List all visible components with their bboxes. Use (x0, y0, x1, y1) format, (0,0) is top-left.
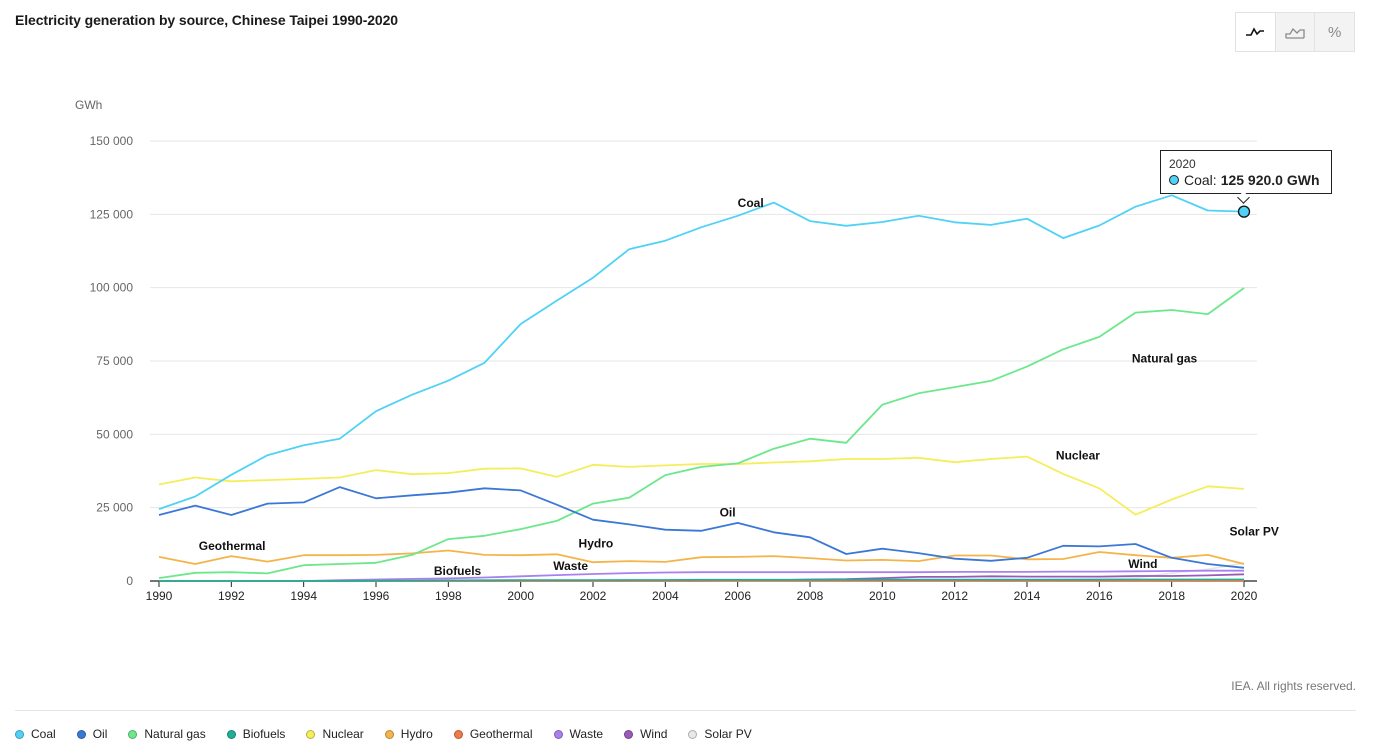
y-axis: GWh 0 25 000 50 000 75 000 100 000 125 000 150 … (75, 98, 133, 588)
legend-swatch (688, 729, 698, 739)
legend-item-natural-gas[interactable]: Natural gas (128, 727, 206, 741)
legend-item-biofuels[interactable]: Biofuels (226, 727, 286, 741)
series-line-oil[interactable] (158, 486, 1245, 569)
credit-text: IEA. All rights reserved. (1231, 679, 1356, 693)
y-tick-label: 125 000 (90, 207, 134, 221)
legend-divider (15, 710, 1356, 711)
legend-item-coal[interactable]: Coal (15, 727, 56, 741)
x-tick-label: 2004 (652, 589, 679, 603)
series-label-natural-gas: Natural gas (1132, 351, 1198, 365)
tooltip-series: Coal: (1184, 172, 1217, 188)
legend-label: Geothermal (469, 727, 533, 741)
x-axis: 1990 1992 1994 1996 1998 2000 2002 2004 2006 2008… (146, 580, 1258, 603)
legend-swatch (624, 729, 634, 739)
legend-swatch (226, 729, 236, 739)
y-tick-label: 100 000 (90, 281, 134, 295)
x-tick-label: 2012 (941, 589, 968, 603)
series-label-solar-pv: Solar PV (1230, 525, 1279, 539)
area-chart-button[interactable] (1276, 13, 1316, 51)
legend-label: Coal (31, 727, 56, 741)
grid-lines (150, 140, 1257, 509)
x-tick-label: 2020 (1231, 589, 1258, 603)
legend-item-oil[interactable]: Oil (76, 727, 108, 741)
series-label-wind: Wind (1128, 557, 1157, 571)
x-tick-label: 1990 (146, 589, 173, 603)
series-line-hydro[interactable] (158, 549, 1245, 565)
x-tick-label: 2008 (797, 589, 824, 603)
series-line-coal[interactable] (158, 194, 1245, 510)
y-tick-label: 75 000 (96, 354, 133, 368)
legend: Coal Oil Natural gas Biofuels Nuclear Hydro Ge… (15, 727, 773, 741)
series-lines (158, 194, 1245, 582)
y-tick-label: 0 (126, 574, 133, 588)
chart-type-toolbar: % (1235, 12, 1355, 52)
series-labels: Coal Oil Natural gas Biofuels Nuclear Hydro Ge… (199, 196, 1279, 578)
legend-label: Oil (92, 727, 108, 741)
x-tick-label: 1996 (363, 589, 390, 603)
legend-label: Natural gas (144, 727, 206, 741)
legend-label: Wind (640, 727, 668, 741)
series-label-hydro: Hydro (579, 536, 614, 550)
x-tick-label: 2018 (1158, 589, 1185, 603)
x-tick-label: 2000 (507, 589, 534, 603)
series-label-biofuels: Biofuels (434, 564, 482, 578)
line-chart-icon (1246, 27, 1265, 36)
legend-item-solar-pv[interactable]: Solar PV (688, 727, 752, 741)
y-tick-label: 25 000 (96, 501, 133, 515)
y-tick-label: 150 000 (90, 134, 134, 148)
x-tick-label: 2006 (724, 589, 751, 603)
percent-icon: % (1328, 23, 1342, 41)
line-chart-button[interactable] (1236, 13, 1276, 51)
tooltip-value: 125 920.0 GWh (1220, 172, 1320, 188)
tooltip-series-dot (1169, 175, 1179, 185)
y-axis-unit: GWh (75, 98, 102, 112)
x-tick-label: 2014 (1014, 589, 1041, 603)
legend-label: Biofuels (242, 727, 286, 741)
area-chart-icon (1285, 27, 1305, 39)
series-label-oil: Oil (720, 505, 736, 519)
tooltip: 2020 Coal: 125 920.0 GWh (1160, 150, 1332, 194)
x-tick-label: 1994 (290, 589, 317, 603)
legend-label: Solar PV (704, 727, 752, 741)
legend-item-nuclear[interactable]: Nuclear (306, 727, 364, 741)
legend-swatch (128, 729, 138, 739)
line-chart: GWh 0 25 000 50 000 75 000 100 000 125 000 150 … (75, 98, 1279, 603)
x-tick-label: 1998 (435, 589, 462, 603)
x-tick-label: 2010 (869, 589, 896, 603)
x-tick-label: 2002 (580, 589, 607, 603)
tooltip-year: 2020 (1169, 157, 1196, 171)
legend-swatch (553, 729, 563, 739)
percent-button[interactable]: % (1315, 13, 1354, 51)
legend-item-hydro[interactable]: Hydro (384, 727, 433, 741)
legend-item-geothermal[interactable]: Geothermal (453, 727, 533, 741)
y-tick-label: 50 000 (96, 427, 133, 441)
series-line-nuclear[interactable] (158, 455, 1245, 516)
legend-swatch (76, 729, 86, 739)
legend-swatch (453, 729, 463, 739)
x-tick-label: 1992 (218, 589, 245, 603)
legend-label: Hydro (400, 727, 433, 741)
x-tick-label: 2016 (1086, 589, 1113, 603)
legend-swatch (15, 729, 24, 739)
legend-swatch (384, 729, 394, 739)
hover-marker (1237, 205, 1251, 218)
series-line-biofuels[interactable] (159, 578, 1244, 582)
chart-title: Electricity generation by source, Chines… (15, 12, 398, 28)
legend-label: Nuclear (322, 727, 364, 741)
legend-item-wind[interactable]: Wind (624, 727, 667, 741)
series-line-natural-gas[interactable] (158, 287, 1245, 579)
series-label-coal: Coal (738, 196, 764, 210)
legend-item-waste[interactable]: Waste (553, 727, 604, 741)
legend-swatch (306, 729, 316, 739)
hover-point[interactable] (1237, 205, 1251, 218)
series-label-nuclear: Nuclear (1056, 448, 1100, 462)
series-label-waste: Waste (553, 559, 588, 573)
series-label-geothermal: Geothermal (199, 539, 266, 553)
legend-label: Waste (569, 727, 604, 741)
